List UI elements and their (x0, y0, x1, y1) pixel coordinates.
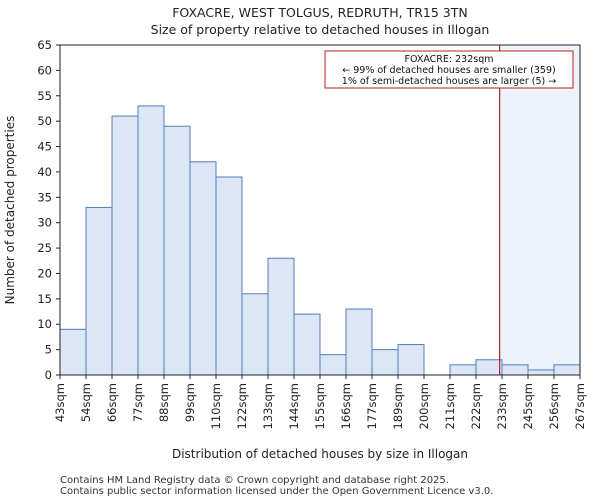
y-tick-label: 15 (37, 292, 52, 306)
annotation-line-3: 1% of semi-detached houses are larger (5… (342, 76, 556, 87)
bar-54sqm (85, 206, 113, 376)
x-tick-label: 200sqm (417, 383, 431, 429)
x-tick-label: 77sqm (131, 383, 145, 422)
y-tick-label: 40 (37, 165, 52, 179)
bar-110sqm (215, 176, 243, 376)
y-tick-label: 45 (37, 140, 52, 154)
x-tick-label: 110sqm (209, 383, 223, 429)
x-tick-label: 99sqm (183, 383, 197, 422)
annotation-line-1: FOXACRE: 232sqm (405, 54, 494, 65)
x-tick-label: 222sqm (469, 383, 483, 429)
y-tick-label: 10 (37, 317, 52, 331)
x-tick-label: 267sqm (573, 383, 587, 429)
x-tick-label: 155sqm (313, 383, 327, 429)
chart-title: FOXACRE, WEST TOLGUS, REDRUTH, TR15 3TN (172, 5, 468, 20)
y-tick-label: 55 (37, 89, 52, 103)
x-tick-label: 144sqm (287, 383, 301, 429)
y-tick-label: 0 (45, 368, 52, 382)
y-tick-label: 30 (37, 216, 52, 230)
x-tick-label: 122sqm (235, 383, 249, 429)
footer-line-1: Contains HM Land Registry data © Crown c… (60, 475, 449, 486)
y-axis-label: Number of detached properties (3, 116, 17, 305)
bar-43sqm (59, 328, 87, 376)
bar-99sqm (189, 161, 217, 376)
bar-77sqm (137, 105, 165, 376)
annotation-box: FOXACRE: 232sqm ← 99% of detached houses… (324, 50, 574, 89)
x-tick-label: 256sqm (547, 383, 561, 429)
y-tick-label: 5 (45, 343, 52, 357)
bar-256sqm (553, 364, 581, 376)
footer-line-2: Contains public sector information licen… (60, 486, 493, 497)
bar-177sqm (371, 349, 399, 376)
y-tick-label: 50 (37, 114, 52, 128)
x-tick-label: 88sqm (157, 383, 171, 422)
bar-233sqm (501, 364, 529, 376)
x-tick-label: 166sqm (339, 383, 353, 429)
bar-66sqm (111, 115, 139, 376)
x-axis-label: Distribution of detached houses by size … (172, 447, 468, 461)
x-tick-label: 245sqm (521, 383, 535, 429)
bar-88sqm (163, 125, 191, 376)
y-tick-label: 25 (37, 241, 52, 255)
bar-144sqm (293, 313, 321, 376)
bar-211sqm (449, 364, 477, 376)
bar-245sqm (527, 369, 555, 376)
y-tick-label: 20 (37, 266, 52, 280)
highlight-region (499, 45, 580, 375)
annotation-line-2: ← 99% of detached houses are smaller (35… (342, 65, 555, 76)
bar-189sqm (397, 344, 425, 376)
y-tick-label: 65 (37, 38, 52, 52)
y-tick-label: 60 (37, 63, 52, 77)
x-tick-label: 66sqm (105, 383, 119, 422)
x-tick-label: 211sqm (443, 383, 457, 429)
bars-layer (59, 105, 581, 376)
x-tick-label: 54sqm (79, 383, 93, 422)
y-tick-label: 35 (37, 190, 52, 204)
x-tick-label: 189sqm (391, 383, 405, 429)
x-tick-label: 233sqm (495, 383, 509, 429)
y-axis: 0 5 10 15 20 25 30 35 40 45 50 55 60 65 (37, 38, 60, 382)
bar-166sqm (345, 308, 373, 376)
annotation-frame (324, 50, 574, 89)
bar-122sqm (241, 293, 269, 376)
x-tick-label: 177sqm (365, 383, 379, 429)
x-tick-label: 43sqm (53, 383, 67, 422)
bar-155sqm (319, 354, 347, 376)
bar-222sqm (475, 359, 503, 376)
x-tick-label: 133sqm (261, 383, 275, 429)
chart-subtitle: Size of property relative to detached ho… (151, 22, 490, 37)
bar-133sqm (267, 257, 295, 376)
x-axis: 43sqm 54sqm 66sqm 77sqm 88sqm 99sqm 110sqm 122s… (53, 375, 587, 429)
